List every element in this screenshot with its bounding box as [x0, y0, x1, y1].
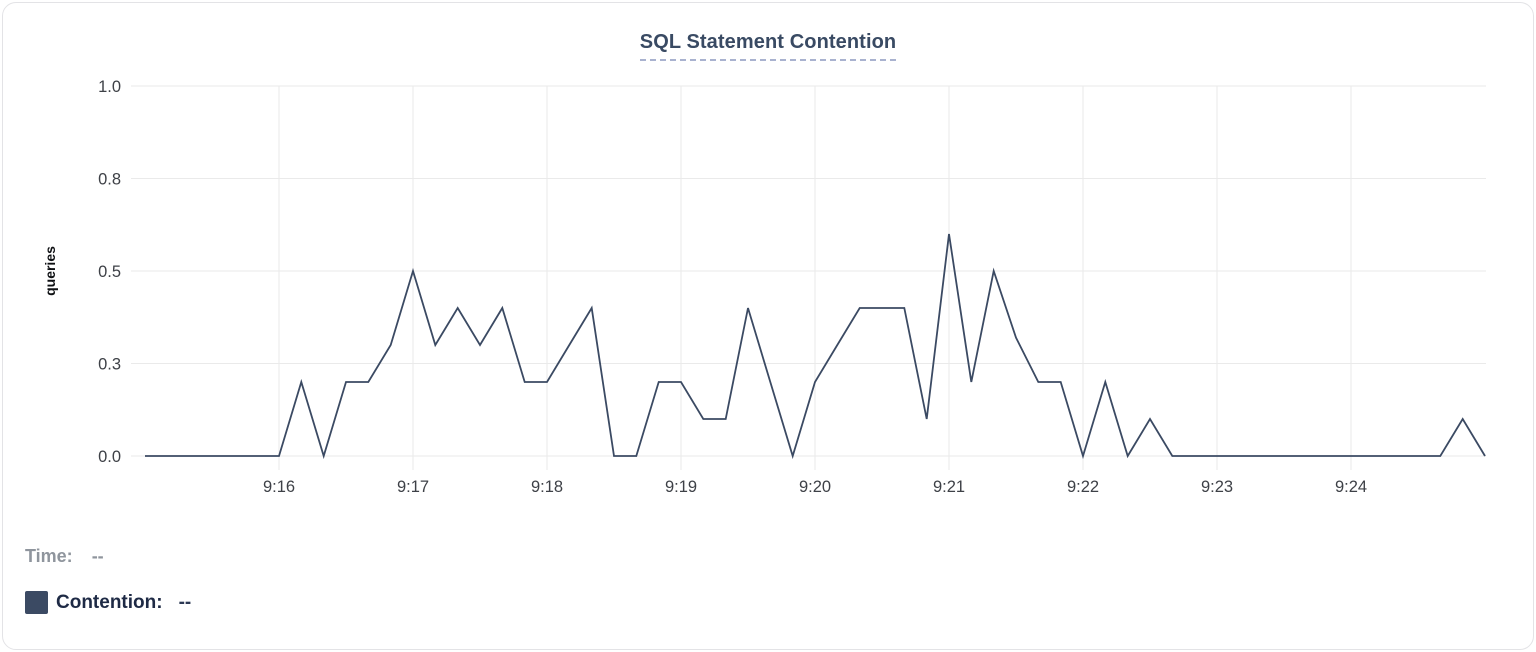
y-tick-label: 0.5 — [98, 263, 121, 281]
chart-title[interactable]: SQL Statement Contention — [639, 31, 897, 61]
chart-header: SQL Statement Contention — [3, 31, 1533, 61]
x-tick-label: 9:18 — [531, 478, 563, 496]
chart-legend: Time: -- Contention: -- — [25, 546, 191, 614]
y-tick-label: 0.0 — [98, 448, 121, 466]
contention-swatch — [25, 591, 48, 614]
x-tick-label: 9:21 — [933, 478, 965, 496]
contention-value: -- — [178, 591, 192, 613]
chart-canvas[interactable]: 0.0 0.3 0.5 0.8 1.0 9:16 9:17 9:18 9:19 9:20 9:21 9… — [3, 3, 1536, 518]
x-tick-label: 9:24 — [1335, 478, 1367, 496]
x-tick-label: 9:16 — [263, 478, 295, 496]
time-label: Time: — [25, 546, 73, 566]
contention-chart[interactable]: 0.0 0.3 0.5 0.8 1.0 9:16 9:17 9:18 9:19 9:20 9:21 9… — [3, 3, 1536, 518]
legend-contention-row[interactable]: Contention: -- — [25, 591, 191, 614]
y-tick-label: 0.3 — [98, 356, 121, 374]
contention-series-line — [145, 233, 1486, 460]
x-tick-label: 9:19 — [665, 478, 697, 496]
x-tick-label: 9:22 — [1067, 478, 1099, 496]
time-value: -- — [91, 546, 104, 566]
y-axis-label: queries — [42, 246, 58, 296]
contention-label: Contention: — [56, 591, 163, 613]
y-tick-label: 0.8 — [98, 171, 121, 189]
tooltip-time-row: Time: -- — [25, 546, 191, 572]
x-tick-label: 9:23 — [1201, 478, 1233, 496]
gridlines — [131, 85, 1486, 470]
x-tick-label: 9:20 — [799, 478, 831, 496]
y-tick-label: 1.0 — [98, 78, 121, 96]
x-tick-label: 9:17 — [397, 478, 429, 496]
